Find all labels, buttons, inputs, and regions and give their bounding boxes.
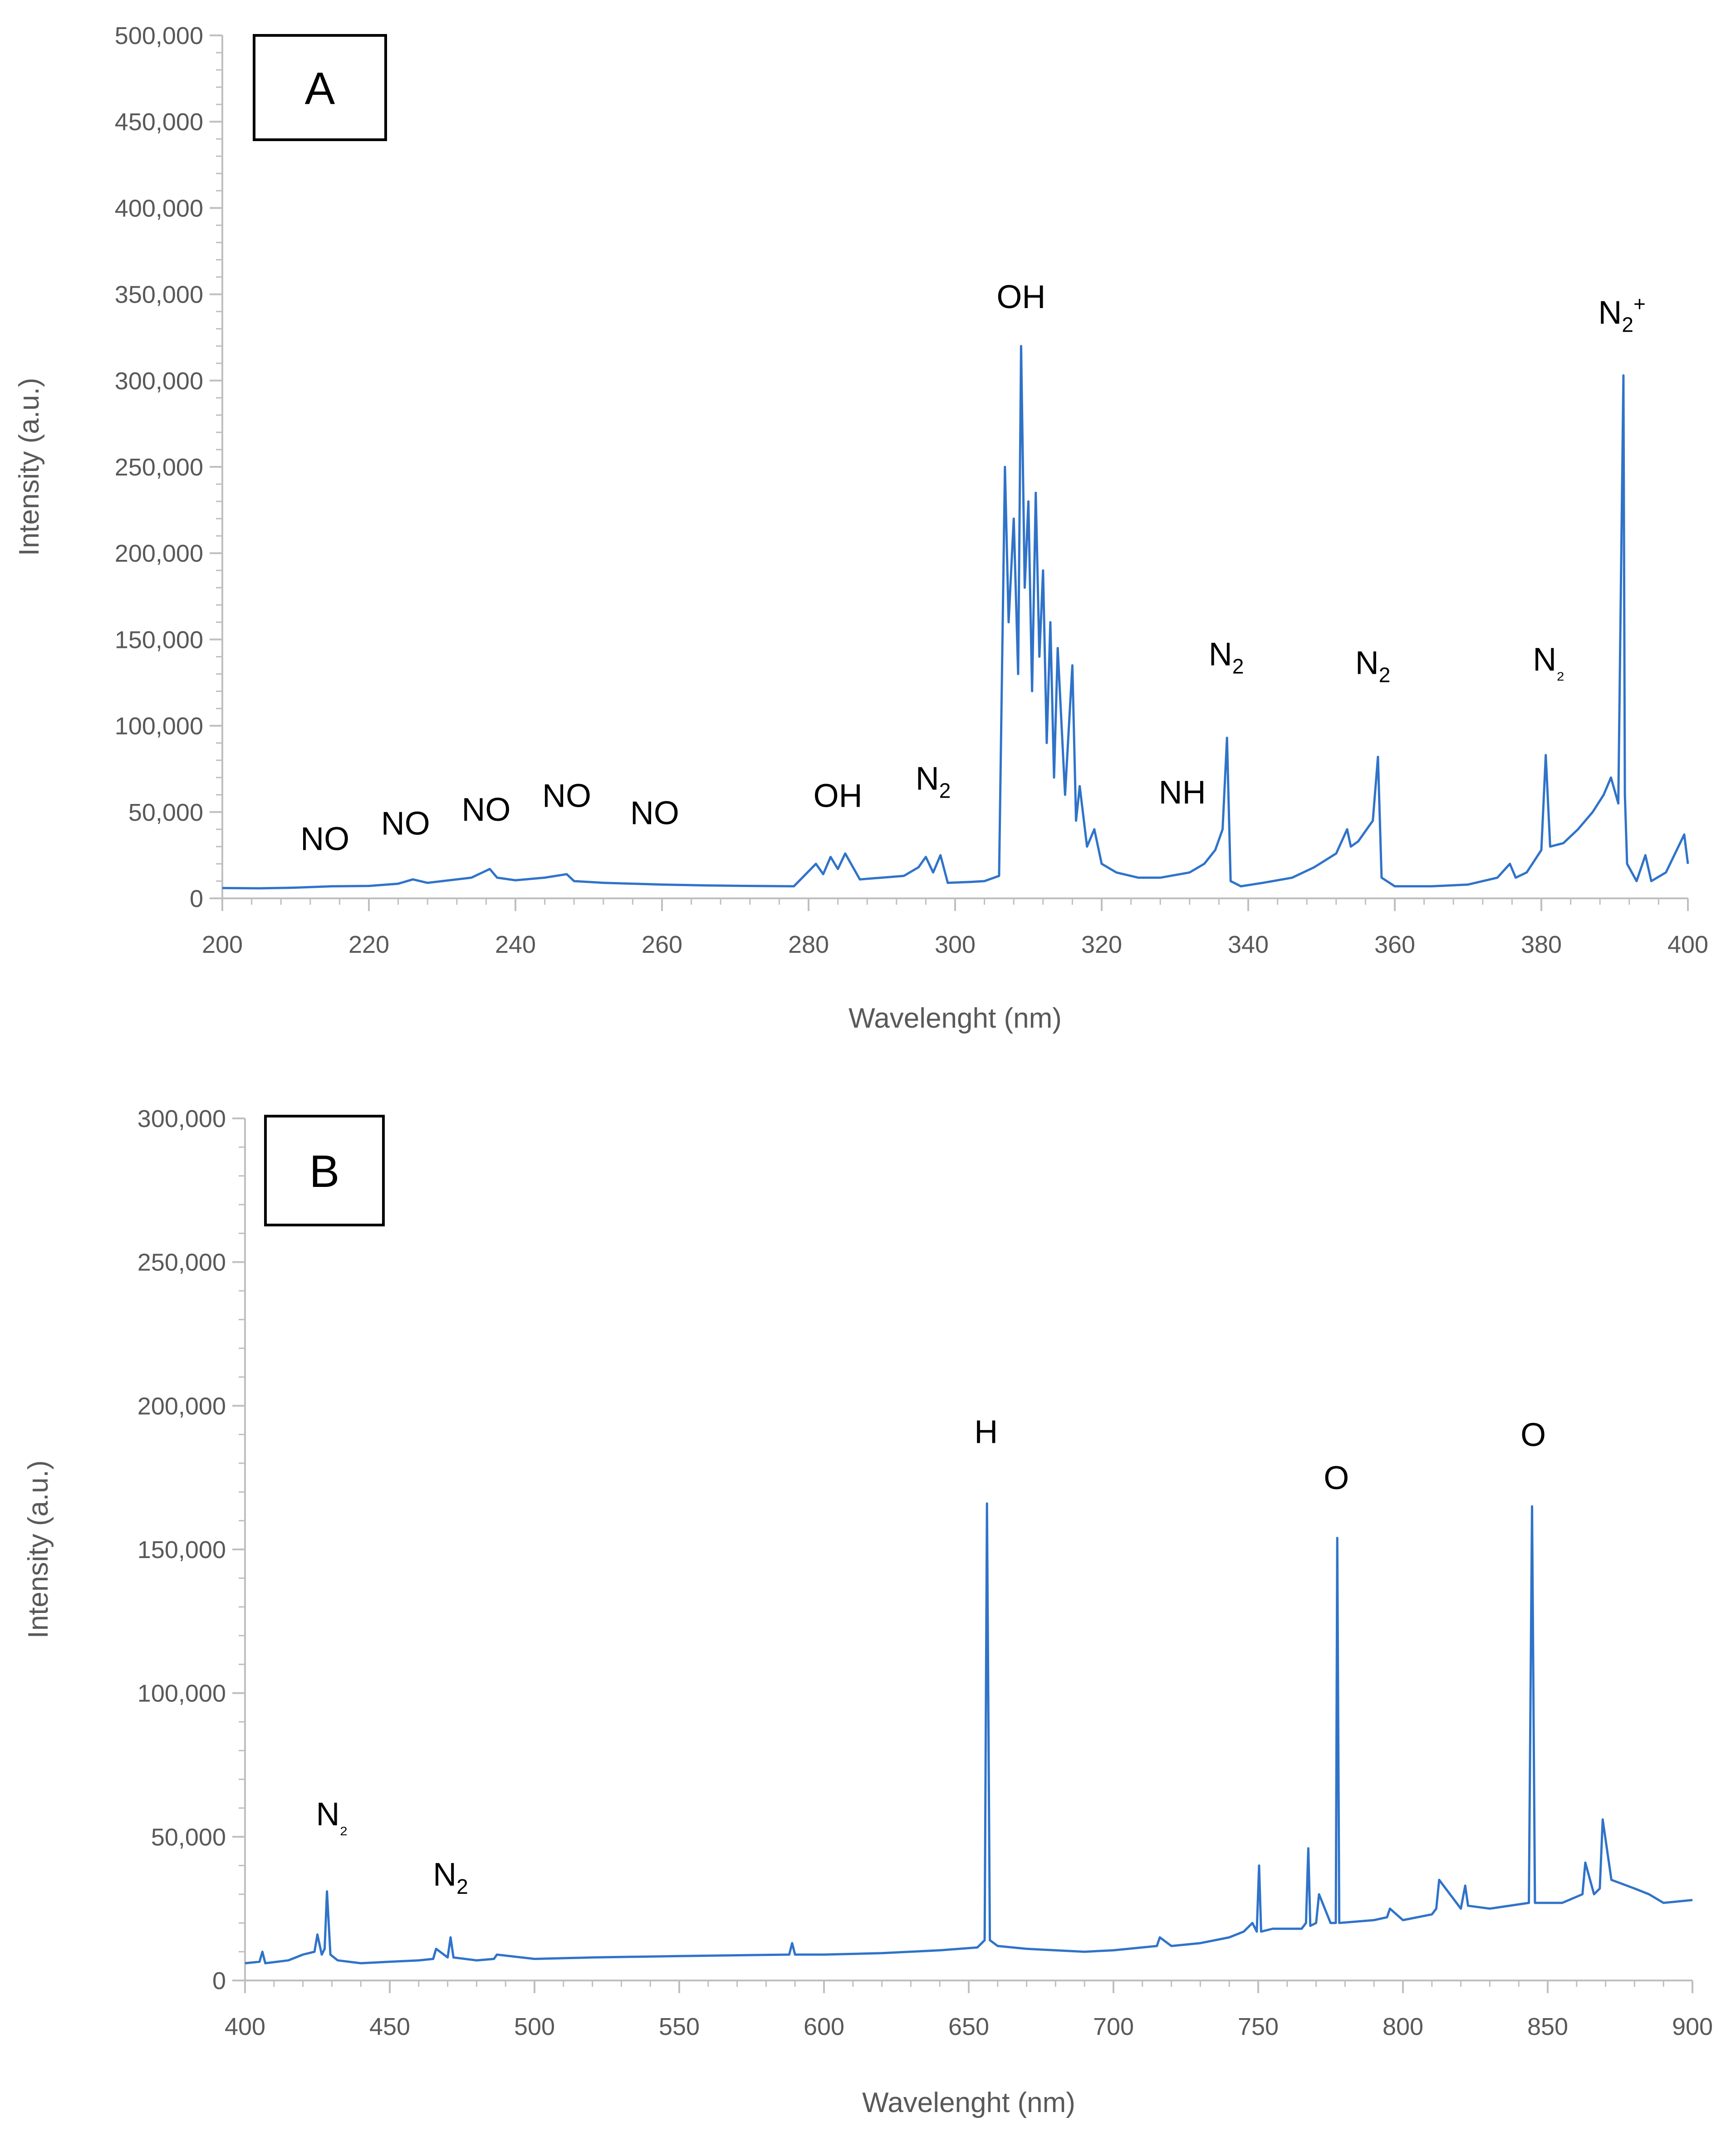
- panel-label-box: [264, 1115, 385, 1226]
- x-tick-label: 450: [369, 2013, 410, 2040]
- peak-annotation: N₂: [1533, 642, 1564, 683]
- peak-annotation: O: [1324, 1460, 1349, 1496]
- panel-a: 0 50,000 100,000 150,000 200,000 250,000 300,0…: [14, 22, 1708, 1034]
- spectrum-line: [222, 345, 1689, 890]
- y-axis-title: Intensity (a.u.): [14, 378, 45, 556]
- y-tick-label: 300,000: [115, 368, 203, 395]
- peak-annotation: OH: [814, 778, 863, 814]
- y-tick-label: 0: [212, 1967, 226, 1995]
- x-tick-label: 260: [642, 931, 682, 958]
- y-tick-label: 50,000: [128, 799, 203, 826]
- x-tick-label: 750: [1238, 2013, 1279, 2040]
- y-tick-label: 100,000: [137, 1680, 226, 1707]
- y-axis-title: Intensity (a.u.): [23, 1461, 54, 1639]
- panel-b: 0 50,000 100,000 150,000 200,000 250,000 300,0…: [23, 1105, 1713, 2118]
- peak-annotation: NH: [1159, 774, 1206, 811]
- x-tick-label: 380: [1521, 931, 1562, 958]
- x-tick-label: 500: [514, 2013, 555, 2040]
- peak-annotation: N2: [1355, 645, 1391, 686]
- peak-annotation: NO: [461, 792, 510, 828]
- x-tick-label: 340: [1228, 931, 1269, 958]
- peak-annotation: NO: [542, 778, 591, 814]
- y-tick-label: 300,000: [137, 1105, 226, 1132]
- y-tick-label: 150,000: [115, 626, 203, 653]
- x-tick-label: 550: [659, 2013, 700, 2040]
- peak-annotation: O: [1520, 1417, 1546, 1453]
- y-tick-label: 250,000: [137, 1249, 226, 1276]
- peak-annotation: NO: [630, 795, 679, 831]
- y-tick-label: 50,000: [151, 1823, 226, 1851]
- x-tick-label: 320: [1081, 931, 1122, 958]
- peak-annotation: N2+: [1598, 292, 1645, 336]
- panel-label-box: [253, 34, 387, 141]
- x-axis-title: Wavelenght (nm): [862, 2087, 1075, 2118]
- peak-annotation: NO: [381, 805, 430, 842]
- y-tick-label: 250,000: [115, 454, 203, 481]
- x-tick-label: 360: [1374, 931, 1415, 958]
- y-tick-label: 350,000: [115, 281, 203, 309]
- peak-annotation: OH: [996, 279, 1045, 315]
- x-tick-label: 400: [225, 2013, 265, 2040]
- x-tick-label: 300: [935, 931, 976, 958]
- x-tick-label: 650: [948, 2013, 989, 2040]
- x-tick-label: 900: [1672, 2013, 1713, 2040]
- y-tick-label: 150,000: [137, 1536, 226, 1563]
- x-tick-label: 850: [1527, 2013, 1568, 2040]
- panel-label: A: [305, 63, 335, 114]
- spectrum-line: [245, 1502, 1693, 1965]
- x-tick-label: 700: [1093, 2013, 1134, 2040]
- peak-annotation: NO: [300, 821, 349, 857]
- peak-annotation: N₂: [316, 1796, 348, 1838]
- peak-annotation: N2: [1209, 636, 1244, 678]
- x-tick-label: 280: [788, 931, 829, 958]
- y-tick-label: 100,000: [115, 713, 203, 740]
- x-axis-title: Wavelenght (nm): [848, 1003, 1062, 1034]
- x-tick-label: 600: [804, 2013, 844, 2040]
- peak-annotation: N2: [433, 1857, 468, 1898]
- y-tick-label: 200,000: [137, 1392, 226, 1420]
- y-tick-label: 450,000: [115, 108, 203, 136]
- x-tick-label: 200: [202, 931, 243, 958]
- peak-annotation: H: [974, 1414, 998, 1451]
- x-tick-label: 220: [348, 931, 389, 958]
- y-tick-label: 400,000: [115, 195, 203, 222]
- y-tick-label: 0: [190, 885, 203, 912]
- y-tick-label: 200,000: [115, 540, 203, 567]
- peak-annotation: N2: [916, 760, 951, 802]
- x-tick-label: 800: [1383, 2013, 1423, 2040]
- y-tick-label: 500,000: [115, 22, 203, 49]
- x-tick-label: 240: [495, 931, 536, 958]
- x-tick-label: 400: [1667, 931, 1708, 958]
- panel-label: B: [309, 1146, 340, 1197]
